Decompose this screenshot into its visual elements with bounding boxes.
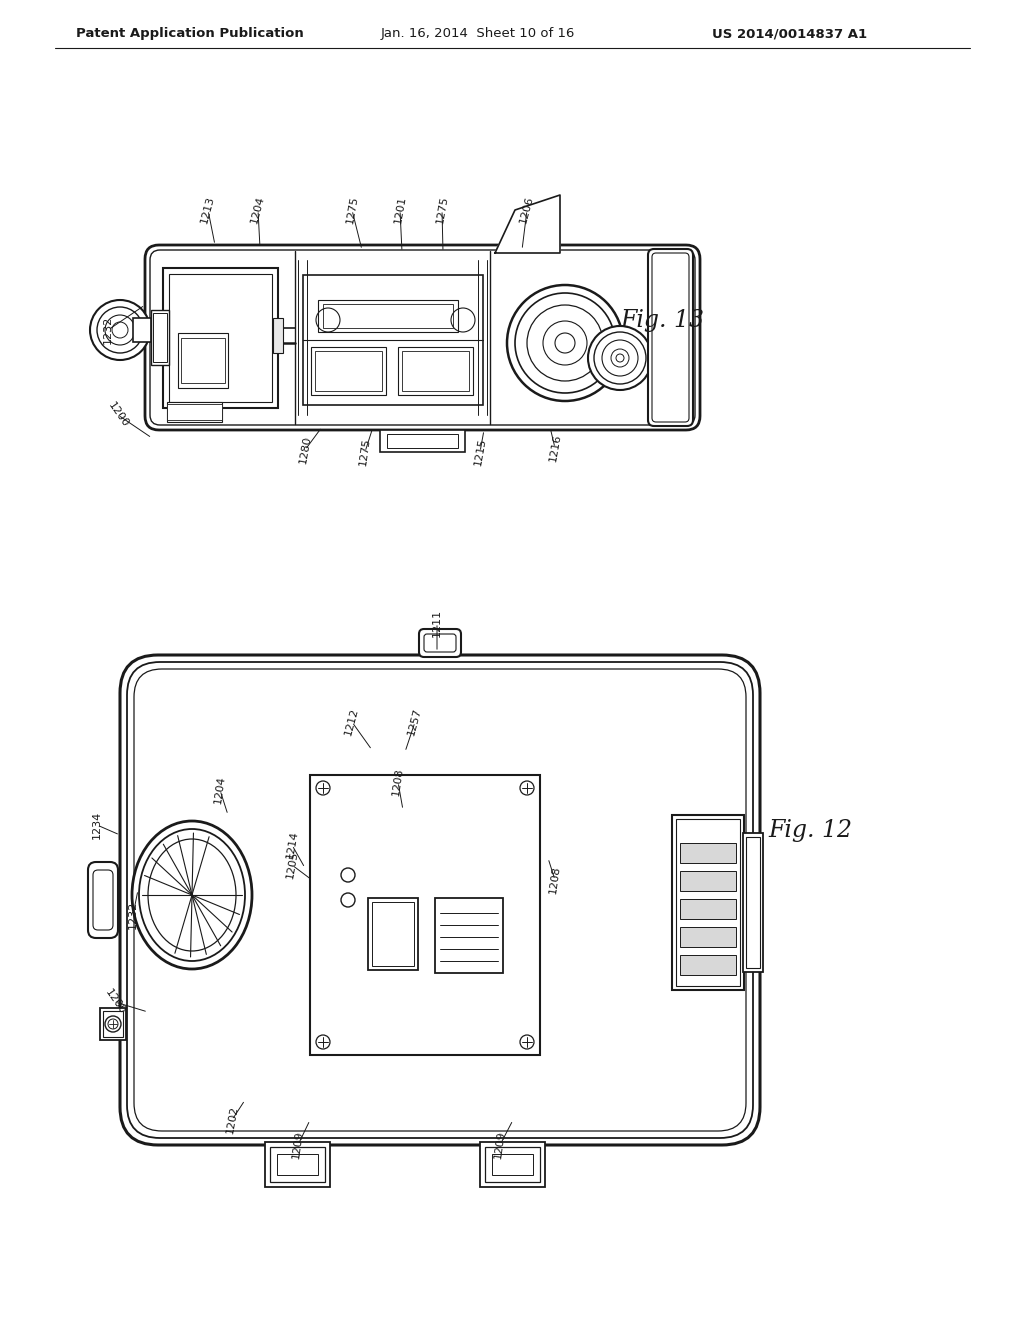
Bar bbox=[133, 318, 151, 342]
FancyBboxPatch shape bbox=[88, 862, 118, 939]
Bar bbox=[100, 1008, 126, 1040]
Bar bbox=[402, 351, 469, 391]
Bar bbox=[273, 318, 283, 352]
Text: 1202: 1202 bbox=[224, 1105, 240, 1135]
Text: 1214: 1214 bbox=[285, 830, 299, 859]
Circle shape bbox=[316, 1035, 330, 1049]
FancyBboxPatch shape bbox=[419, 630, 461, 657]
Bar bbox=[153, 313, 167, 362]
Text: 1205: 1205 bbox=[285, 850, 299, 879]
Text: 1280: 1280 bbox=[298, 436, 312, 465]
Text: 1209: 1209 bbox=[494, 1130, 507, 1160]
Bar bbox=[680, 899, 736, 919]
Text: 1275: 1275 bbox=[358, 437, 372, 467]
Text: 1212: 1212 bbox=[343, 708, 360, 737]
Bar bbox=[492, 1154, 534, 1175]
Bar bbox=[368, 898, 418, 970]
Bar bbox=[380, 430, 465, 451]
Bar bbox=[265, 1142, 330, 1187]
Text: US 2014/0014837 A1: US 2014/0014837 A1 bbox=[713, 28, 867, 41]
Circle shape bbox=[588, 326, 652, 389]
Text: 1232: 1232 bbox=[103, 315, 113, 345]
Text: 1209: 1209 bbox=[291, 1130, 305, 1160]
Text: 1232: 1232 bbox=[128, 900, 138, 929]
Bar bbox=[480, 1142, 545, 1187]
Bar bbox=[485, 1147, 540, 1181]
Bar bbox=[680, 843, 736, 863]
Bar bbox=[435, 898, 503, 973]
Bar bbox=[167, 404, 222, 420]
Text: 1200: 1200 bbox=[102, 987, 127, 1016]
Text: 1204: 1204 bbox=[213, 775, 227, 805]
Text: Patent Application Publication: Patent Application Publication bbox=[76, 28, 304, 41]
Text: 1213: 1213 bbox=[200, 195, 216, 224]
Circle shape bbox=[105, 1016, 121, 1032]
Bar bbox=[680, 927, 736, 946]
Text: 1275: 1275 bbox=[434, 195, 450, 224]
Bar bbox=[372, 902, 414, 966]
Text: 1204: 1204 bbox=[250, 195, 266, 224]
FancyBboxPatch shape bbox=[120, 655, 760, 1144]
Text: 1215: 1215 bbox=[473, 437, 487, 467]
Bar bbox=[387, 434, 458, 447]
Bar bbox=[318, 300, 458, 333]
Bar bbox=[743, 833, 763, 972]
Circle shape bbox=[616, 354, 624, 362]
Bar bbox=[163, 268, 278, 408]
Bar bbox=[311, 347, 386, 395]
Circle shape bbox=[555, 333, 575, 352]
Circle shape bbox=[520, 781, 534, 795]
Ellipse shape bbox=[132, 821, 252, 969]
FancyBboxPatch shape bbox=[145, 246, 700, 430]
Bar bbox=[676, 818, 740, 986]
Text: 1234: 1234 bbox=[92, 810, 102, 840]
Circle shape bbox=[341, 894, 355, 907]
Bar bbox=[169, 275, 272, 403]
Polygon shape bbox=[495, 195, 560, 253]
Bar bbox=[303, 275, 483, 405]
Bar bbox=[167, 403, 222, 422]
Text: 1208: 1208 bbox=[391, 767, 404, 797]
Bar bbox=[178, 333, 228, 388]
Circle shape bbox=[316, 781, 330, 795]
Circle shape bbox=[507, 285, 623, 401]
Circle shape bbox=[341, 869, 355, 882]
Bar bbox=[398, 347, 473, 395]
Bar bbox=[680, 954, 736, 975]
Text: Jan. 16, 2014  Sheet 10 of 16: Jan. 16, 2014 Sheet 10 of 16 bbox=[381, 28, 575, 41]
Bar bbox=[278, 1154, 318, 1175]
Bar bbox=[151, 310, 169, 366]
Circle shape bbox=[520, 1035, 534, 1049]
Circle shape bbox=[90, 300, 150, 360]
Text: 1201: 1201 bbox=[392, 195, 408, 224]
Bar bbox=[746, 837, 760, 968]
Text: Fig. 12: Fig. 12 bbox=[768, 818, 852, 842]
FancyBboxPatch shape bbox=[648, 249, 693, 426]
Circle shape bbox=[105, 315, 135, 345]
Text: 1211: 1211 bbox=[432, 609, 442, 638]
Text: 1257: 1257 bbox=[407, 708, 424, 737]
Bar bbox=[103, 1011, 123, 1038]
Bar bbox=[310, 775, 540, 1055]
Bar bbox=[323, 304, 453, 327]
Bar bbox=[315, 351, 382, 391]
Text: 1200: 1200 bbox=[105, 400, 130, 429]
Bar bbox=[270, 1147, 325, 1181]
Bar bbox=[672, 814, 744, 990]
Text: 1206: 1206 bbox=[518, 195, 536, 224]
Text: 1216: 1216 bbox=[548, 433, 562, 463]
Bar bbox=[181, 338, 225, 383]
Text: 1208: 1208 bbox=[548, 866, 562, 895]
Text: 1275: 1275 bbox=[345, 195, 359, 224]
Text: Fig. 13: Fig. 13 bbox=[620, 309, 705, 331]
Bar bbox=[680, 871, 736, 891]
